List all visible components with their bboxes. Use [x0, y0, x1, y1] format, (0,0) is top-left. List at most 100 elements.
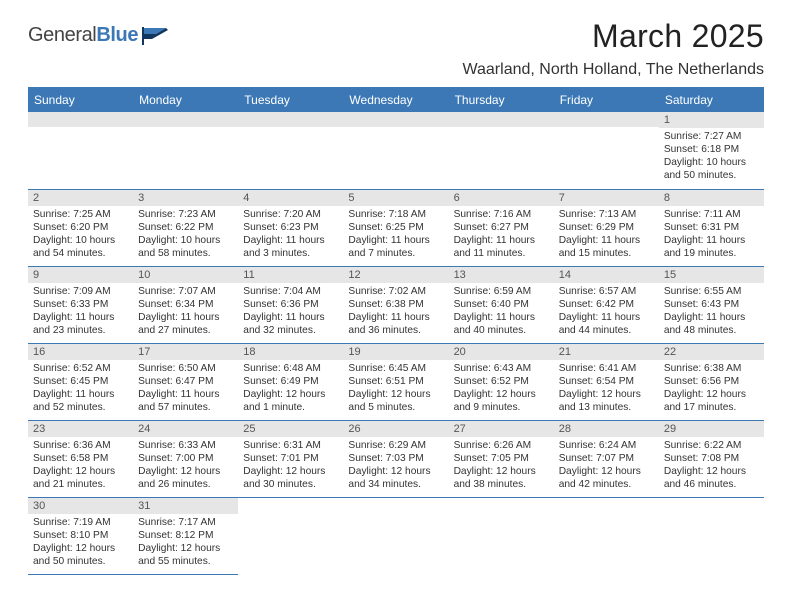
blank-daynum: [238, 112, 343, 127]
day-cell: 13Sunrise: 6:59 AMSunset: 6:40 PMDayligh…: [449, 266, 554, 343]
sunset-text: Sunset: 8:10 PM: [33, 529, 128, 542]
sunset-text: Sunset: 8:12 PM: [138, 529, 233, 542]
sunrise-text: Sunrise: 6:52 AM: [33, 362, 128, 375]
sunset-text: Sunset: 7:05 PM: [454, 452, 549, 465]
sunrise-text: Sunrise: 7:19 AM: [33, 516, 128, 529]
day-info: Sunrise: 7:23 AMSunset: 6:22 PMDaylight:…: [133, 206, 238, 263]
daylight-text: Daylight: 11 hours and 27 minutes.: [138, 311, 233, 337]
sunrise-text: Sunrise: 7:25 AM: [33, 208, 128, 221]
day-info: Sunrise: 6:22 AMSunset: 7:08 PMDaylight:…: [659, 437, 764, 494]
day-cell: [343, 112, 448, 189]
day-cell: 4Sunrise: 7:20 AMSunset: 6:23 PMDaylight…: [238, 189, 343, 266]
day-cell: 3Sunrise: 7:23 AMSunset: 6:22 PMDaylight…: [133, 189, 238, 266]
dayname: Thursday: [449, 88, 554, 113]
sunset-text: Sunset: 6:23 PM: [243, 221, 338, 234]
day-info: Sunrise: 7:17 AMSunset: 8:12 PMDaylight:…: [133, 514, 238, 571]
day-cell: 21Sunrise: 6:41 AMSunset: 6:54 PMDayligh…: [554, 343, 659, 420]
daylight-text: Daylight: 11 hours and 7 minutes.: [348, 234, 443, 260]
sunset-text: Sunset: 6:27 PM: [454, 221, 549, 234]
blank-daynum: [343, 112, 448, 127]
day-number: 19: [343, 344, 448, 360]
sunset-text: Sunset: 6:33 PM: [33, 298, 128, 311]
day-number: 28: [554, 421, 659, 437]
daylight-text: Daylight: 12 hours and 17 minutes.: [664, 388, 759, 414]
sunrise-text: Sunrise: 7:04 AM: [243, 285, 338, 298]
day-number: 25: [238, 421, 343, 437]
day-info: Sunrise: 7:20 AMSunset: 6:23 PMDaylight:…: [238, 206, 343, 263]
brand-name-a: General: [28, 24, 96, 46]
sunrise-text: Sunrise: 6:26 AM: [454, 439, 549, 452]
daylight-text: Daylight: 12 hours and 21 minutes.: [33, 465, 128, 491]
day-number: 23: [28, 421, 133, 437]
day-number: 7: [554, 190, 659, 206]
day-cell: 2Sunrise: 7:25 AMSunset: 6:20 PMDaylight…: [28, 189, 133, 266]
daylight-text: Daylight: 11 hours and 3 minutes.: [243, 234, 338, 260]
daylight-text: Daylight: 12 hours and 38 minutes.: [454, 465, 549, 491]
day-info: Sunrise: 7:25 AMSunset: 6:20 PMDaylight:…: [28, 206, 133, 263]
calendar-body: 1Sunrise: 7:27 AMSunset: 6:18 PMDaylight…: [28, 112, 764, 574]
sunrise-text: Sunrise: 6:29 AM: [348, 439, 443, 452]
daylight-text: Daylight: 12 hours and 13 minutes.: [559, 388, 654, 414]
day-number: 31: [133, 498, 238, 514]
day-info: Sunrise: 7:09 AMSunset: 6:33 PMDaylight:…: [28, 283, 133, 340]
day-cell: 16Sunrise: 6:52 AMSunset: 6:45 PMDayligh…: [28, 343, 133, 420]
day-number: 8: [659, 190, 764, 206]
day-number: 4: [238, 190, 343, 206]
day-number: 10: [133, 267, 238, 283]
day-cell: 12Sunrise: 7:02 AMSunset: 6:38 PMDayligh…: [343, 266, 448, 343]
sunrise-text: Sunrise: 7:20 AM: [243, 208, 338, 221]
sunrise-text: Sunrise: 6:50 AM: [138, 362, 233, 375]
day-cell: 9Sunrise: 7:09 AMSunset: 6:33 PMDaylight…: [28, 266, 133, 343]
sunrise-text: Sunrise: 7:09 AM: [33, 285, 128, 298]
day-cell: 14Sunrise: 6:57 AMSunset: 6:42 PMDayligh…: [554, 266, 659, 343]
daylight-text: Daylight: 11 hours and 19 minutes.: [664, 234, 759, 260]
blank-daynum: [554, 112, 659, 127]
dayname: Wednesday: [343, 88, 448, 113]
day-info: Sunrise: 6:38 AMSunset: 6:56 PMDaylight:…: [659, 360, 764, 417]
day-info: Sunrise: 6:57 AMSunset: 6:42 PMDaylight:…: [554, 283, 659, 340]
sunset-text: Sunset: 6:34 PM: [138, 298, 233, 311]
sunrise-text: Sunrise: 6:55 AM: [664, 285, 759, 298]
day-info: Sunrise: 6:52 AMSunset: 6:45 PMDaylight:…: [28, 360, 133, 417]
title-block: March 2025 Waarland, North Holland, The …: [463, 18, 765, 79]
daylight-text: Daylight: 11 hours and 40 minutes.: [454, 311, 549, 337]
day-cell: 29Sunrise: 6:22 AMSunset: 7:08 PMDayligh…: [659, 420, 764, 497]
day-info: Sunrise: 6:48 AMSunset: 6:49 PMDaylight:…: [238, 360, 343, 417]
week-row: 2Sunrise: 7:25 AMSunset: 6:20 PMDaylight…: [28, 189, 764, 266]
day-cell: [133, 112, 238, 189]
day-info: Sunrise: 7:19 AMSunset: 8:10 PMDaylight:…: [28, 514, 133, 571]
brand-name: GeneralBlue: [28, 24, 138, 47]
daylight-text: Daylight: 11 hours and 36 minutes.: [348, 311, 443, 337]
day-number: 9: [28, 267, 133, 283]
day-info: Sunrise: 6:55 AMSunset: 6:43 PMDaylight:…: [659, 283, 764, 340]
sunset-text: Sunset: 6:20 PM: [33, 221, 128, 234]
day-cell: 23Sunrise: 6:36 AMSunset: 6:58 PMDayligh…: [28, 420, 133, 497]
day-number: 1: [659, 112, 764, 128]
day-info: Sunrise: 6:31 AMSunset: 7:01 PMDaylight:…: [238, 437, 343, 494]
sunset-text: Sunset: 6:31 PM: [664, 221, 759, 234]
day-info: Sunrise: 6:43 AMSunset: 6:52 PMDaylight:…: [449, 360, 554, 417]
sunrise-text: Sunrise: 6:57 AM: [559, 285, 654, 298]
sunset-text: Sunset: 6:29 PM: [559, 221, 654, 234]
sunrise-text: Sunrise: 6:48 AM: [243, 362, 338, 375]
sunset-text: Sunset: 7:00 PM: [138, 452, 233, 465]
sunset-text: Sunset: 6:58 PM: [33, 452, 128, 465]
dayname: Friday: [554, 88, 659, 113]
day-number: 22: [659, 344, 764, 360]
day-number: 12: [343, 267, 448, 283]
sunset-text: Sunset: 6:45 PM: [33, 375, 128, 388]
day-cell: 1Sunrise: 7:27 AMSunset: 6:18 PMDaylight…: [659, 112, 764, 189]
day-number: 5: [343, 190, 448, 206]
sunrise-text: Sunrise: 7:07 AM: [138, 285, 233, 298]
day-info: Sunrise: 7:27 AMSunset: 6:18 PMDaylight:…: [659, 128, 764, 185]
day-cell: 25Sunrise: 6:31 AMSunset: 7:01 PMDayligh…: [238, 420, 343, 497]
week-row: 9Sunrise: 7:09 AMSunset: 6:33 PMDaylight…: [28, 266, 764, 343]
week-row: 23Sunrise: 6:36 AMSunset: 6:58 PMDayligh…: [28, 420, 764, 497]
daylight-text: Daylight: 12 hours and 5 minutes.: [348, 388, 443, 414]
sunrise-text: Sunrise: 6:33 AM: [138, 439, 233, 452]
day-info: Sunrise: 7:18 AMSunset: 6:25 PMDaylight:…: [343, 206, 448, 263]
sunset-text: Sunset: 6:22 PM: [138, 221, 233, 234]
brand-name-b: Blue: [96, 24, 138, 46]
dayname-row: Sunday Monday Tuesday Wednesday Thursday…: [28, 88, 764, 113]
day-info: Sunrise: 7:04 AMSunset: 6:36 PMDaylight:…: [238, 283, 343, 340]
